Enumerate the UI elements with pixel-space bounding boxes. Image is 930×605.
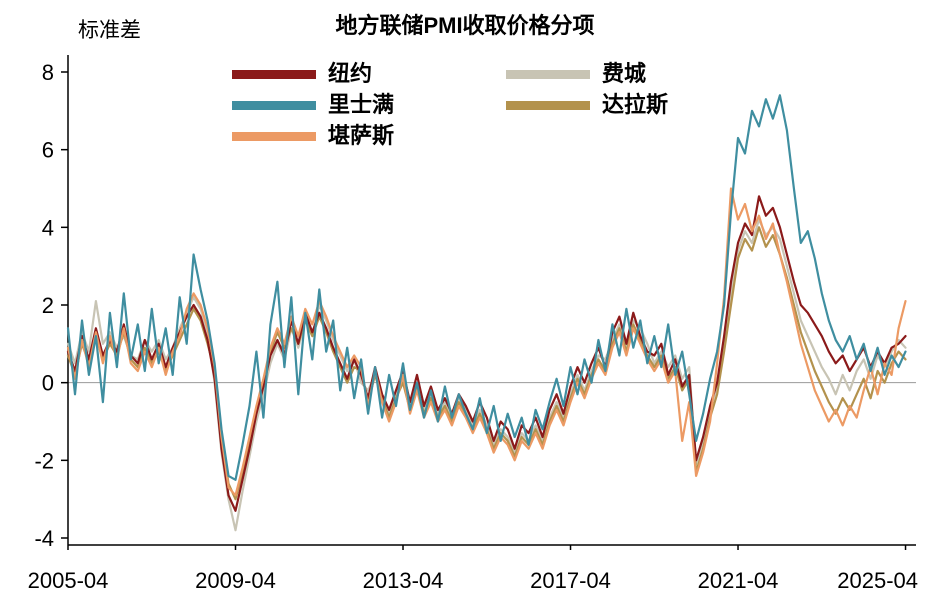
line-richmond [66,94,907,481]
y-tick-label: -2 [34,448,54,473]
legend: 纽约 费城里士满 达拉斯堪萨斯 [232,62,668,148]
y-tick-label: 4 [42,215,54,240]
x-tick-label: 2013-04 [363,568,444,593]
y-tick-label: -4 [34,526,54,551]
x-tick-label: 2021-04 [698,568,779,593]
legend-item-richmond: 里士满 [232,93,394,117]
legend-item-philadelphia: 费城 [506,62,668,86]
y-tick-label: 2 [42,293,54,318]
legend-label-philadelphia: 费城 [602,61,647,86]
y-tick-label: 6 [42,138,54,163]
legend-swatch-kansas [232,131,316,141]
legend-swatch-dallas [506,100,591,110]
legend-item-new-york: 纽约 [232,62,394,86]
y-tick-label: 0 [42,371,54,396]
x-tick-label: 2017-04 [530,568,611,593]
legend-label-richmond: 里士满 [328,92,395,117]
legend-label-dallas: 达拉斯 [602,92,669,117]
x-tick-label: 2005-04 [28,568,109,593]
legend-item-kansas: 堪萨斯 [232,124,394,148]
legend-swatch-philadelphia [506,69,591,79]
chart-title: 地方联储PMI收取价格分项 [335,13,595,38]
line-new-york [66,195,907,512]
legend-swatch-richmond [232,100,316,110]
legend-label-new-york: 纽约 [328,61,373,86]
y-axis-title: 标准差 [78,19,141,42]
x-tick-label: 2025-04 [837,568,918,593]
line-kansas [66,187,907,497]
legend-swatch-new-york [232,69,316,79]
legend-label-kansas: 堪萨斯 [328,123,395,148]
x-tick-label: 2009-04 [195,568,276,593]
legend-item-dallas: 达拉斯 [506,93,668,117]
y-tick-label: 8 [42,60,54,85]
